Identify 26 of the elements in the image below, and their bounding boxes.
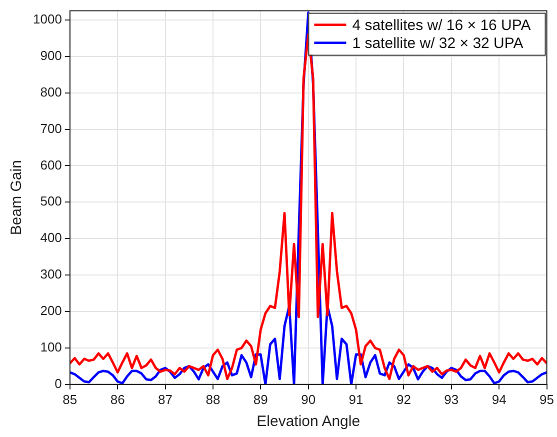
x-tick-label: 86: [110, 392, 125, 407]
y-tick-label: 1000: [33, 11, 62, 26]
y-tick-label: 0: [54, 376, 62, 391]
legend-label: 1 satellite w/ 32 × 32 UPA: [352, 34, 524, 52]
y-tick-label: 300: [40, 266, 62, 282]
y-tick-label: 400: [40, 230, 62, 246]
y-tick-label: 900: [40, 48, 62, 63]
legend-label: 4 satellites w/ 16 × 16 UPA: [352, 16, 531, 34]
x-tick-label: 89: [253, 392, 268, 407]
y-tick-label: 600: [40, 157, 62, 172]
y-tick-label: 200: [40, 303, 62, 318]
x-tick-label: 95: [540, 392, 554, 407]
x-tick-label: 87: [158, 392, 173, 407]
x-tick-label: 93: [444, 392, 459, 407]
y-tick-label: 500: [40, 194, 62, 209]
y-tick-label: 100: [40, 340, 62, 355]
x-tick-label: 90: [301, 392, 316, 407]
y-tick-label: 800: [40, 84, 62, 100]
y-axis-title: Beam Gain: [8, 160, 26, 236]
x-tick-label: 88: [206, 392, 220, 407]
y-tick-label: 700: [40, 120, 62, 136]
x-tick-label: 91: [348, 392, 364, 407]
x-tick-label: 92: [396, 392, 411, 407]
x-tick-label: 94: [492, 392, 506, 407]
x-axis-title: Elevation Angle: [256, 413, 360, 430]
x-tick-label: 85: [62, 392, 78, 407]
